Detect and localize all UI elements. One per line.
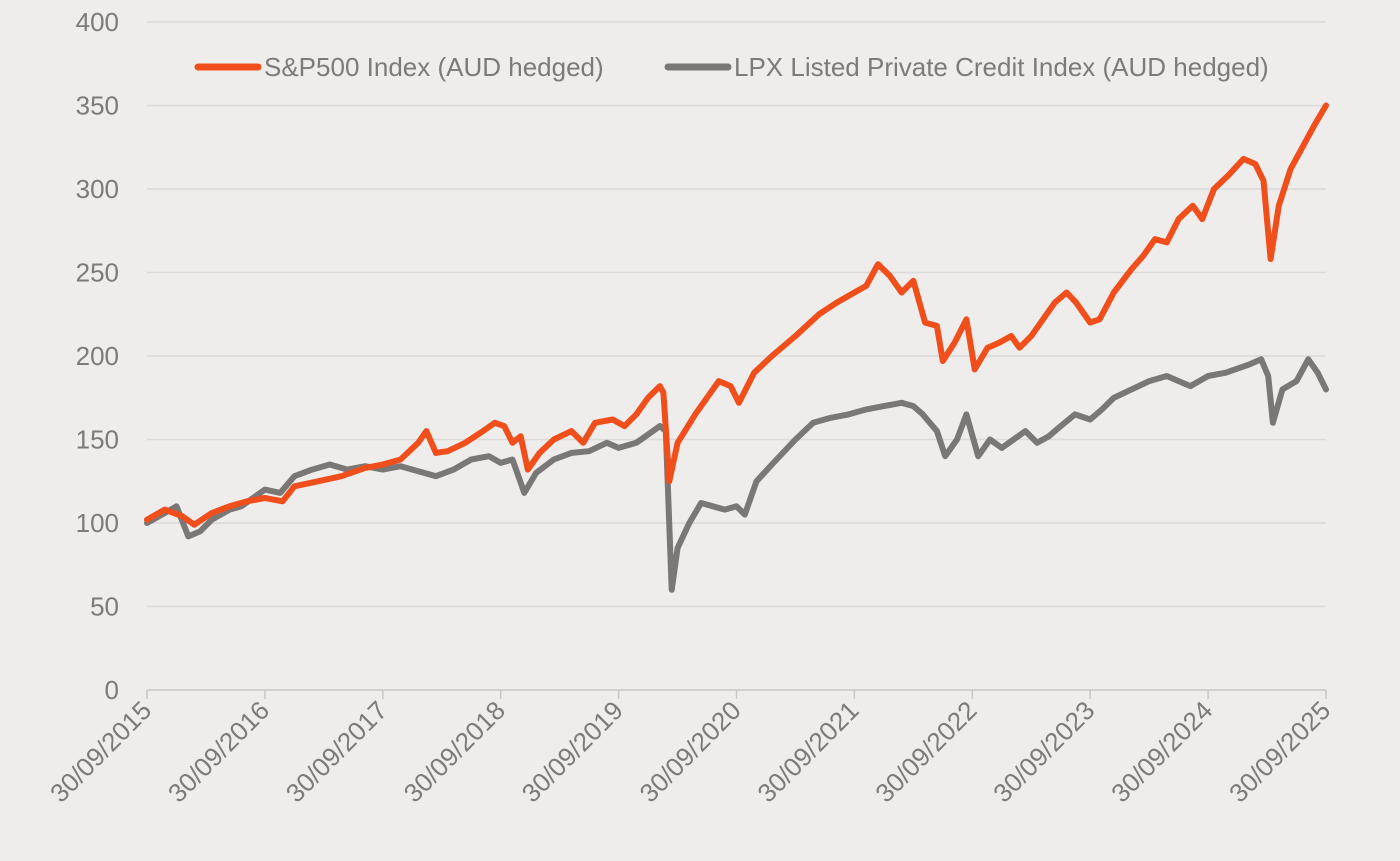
y-tick-label: 350: [76, 91, 119, 121]
series-line-sp500: [144, 102, 1329, 528]
y-tick-label: 150: [76, 425, 119, 455]
y-tick-label: 100: [76, 508, 119, 538]
x-tick-label: 30/09/2015: [44, 695, 157, 808]
legend-item-lpx: LPX Listed Private Credit Index (AUD hed…: [664, 52, 1269, 82]
legend-label: S&P500 Index (AUD hedged): [264, 52, 604, 82]
x-tick-label: 30/09/2025: [1223, 695, 1336, 808]
x-tick-label: 30/09/2023: [987, 695, 1100, 808]
y-tick-label: 400: [76, 7, 119, 37]
legend-item-sp500: S&P500 Index (AUD hedged): [194, 52, 604, 82]
grid-lines: [147, 21, 1326, 608]
y-tick-label: 200: [76, 341, 119, 371]
x-tick-label: 30/09/2021: [751, 695, 864, 808]
series-lines: [144, 102, 1329, 593]
x-tick-label: 30/09/2016: [162, 695, 275, 808]
x-tick-label: 30/09/2022: [869, 695, 982, 808]
x-tick-label: 30/09/2019: [516, 695, 629, 808]
y-tick-label: 250: [76, 258, 119, 288]
x-tick-label: 30/09/2017: [280, 695, 393, 808]
x-tick-label: 30/09/2020: [634, 695, 747, 808]
y-tick-label: 0: [105, 675, 119, 705]
y-tick-label: 50: [90, 592, 119, 622]
legend-label: LPX Listed Private Credit Index (AUD hed…: [734, 52, 1269, 82]
legend: S&P500 Index (AUD hedged) LPX Listed Priv…: [194, 52, 1269, 82]
y-tick-label: 300: [76, 174, 119, 204]
x-tick-label: 30/09/2018: [398, 695, 511, 808]
x-tick-label: 30/09/2024: [1105, 695, 1218, 808]
series-line-lpx: [144, 356, 1329, 593]
